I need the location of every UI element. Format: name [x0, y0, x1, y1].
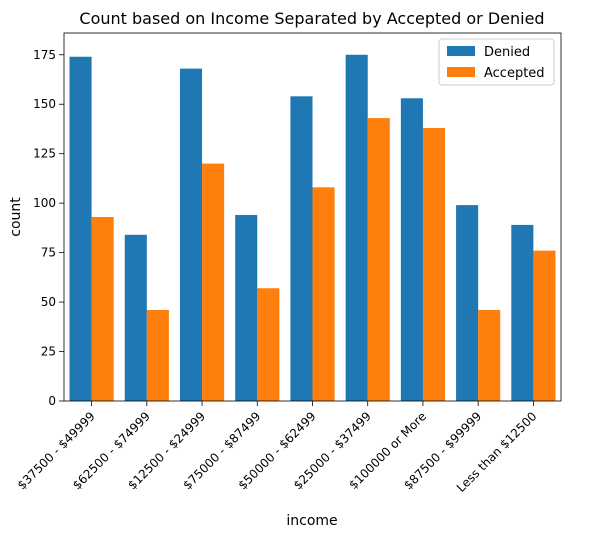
y-tick-label: 75 [41, 246, 56, 260]
bars-layer [69, 54, 556, 402]
bar-accepted-5 [367, 118, 390, 402]
x-axis: $37500 - $49999$62500 - $74999$12500 - $… [15, 401, 540, 495]
bar-accepted-1 [146, 309, 169, 401]
bar-accepted-4 [312, 187, 335, 401]
bar-denied-3 [235, 215, 258, 401]
plot-frame [63, 32, 562, 402]
y-axis-label: count [8, 197, 24, 237]
x-axis-label: income [286, 513, 337, 529]
bar-accepted-3 [257, 288, 280, 401]
y-tick-label: 0 [48, 394, 56, 408]
bar-accepted-6 [422, 127, 446, 401]
y-tick-label: 125 [33, 147, 56, 161]
y-tick-label: 50 [41, 295, 56, 309]
bar-denied-2 [179, 68, 203, 401]
y-tick-label: 100 [33, 196, 56, 210]
chart-title: Count based on Income Separated by Accep… [79, 9, 544, 28]
bar-accepted-2 [202, 163, 225, 401]
bar-denied-7 [456, 205, 479, 401]
legend-label-denied: Denied [484, 45, 530, 60]
bar-accepted-0 [91, 217, 114, 401]
bar-denied-0 [69, 56, 92, 401]
legend: Denied Accepted [438, 38, 555, 86]
y-tick-label: 150 [33, 97, 56, 111]
bar-denied-4 [290, 96, 313, 401]
bar-accepted-7 [478, 309, 501, 401]
y-tick-label: 25 [41, 345, 56, 359]
legend-label-accepted: Accepted [484, 66, 545, 81]
y-tick-label: 175 [33, 48, 56, 62]
legend-swatch-accepted [447, 67, 475, 77]
bar-accepted-8 [533, 250, 556, 401]
y-axis: 0 25 50 75 100 125 150 175 [33, 48, 64, 408]
bar-denied-6 [400, 98, 423, 402]
legend-swatch-denied [447, 46, 475, 56]
bar-denied-1 [124, 234, 147, 401]
bar-denied-8 [511, 224, 534, 401]
bar-denied-5 [345, 54, 368, 402]
